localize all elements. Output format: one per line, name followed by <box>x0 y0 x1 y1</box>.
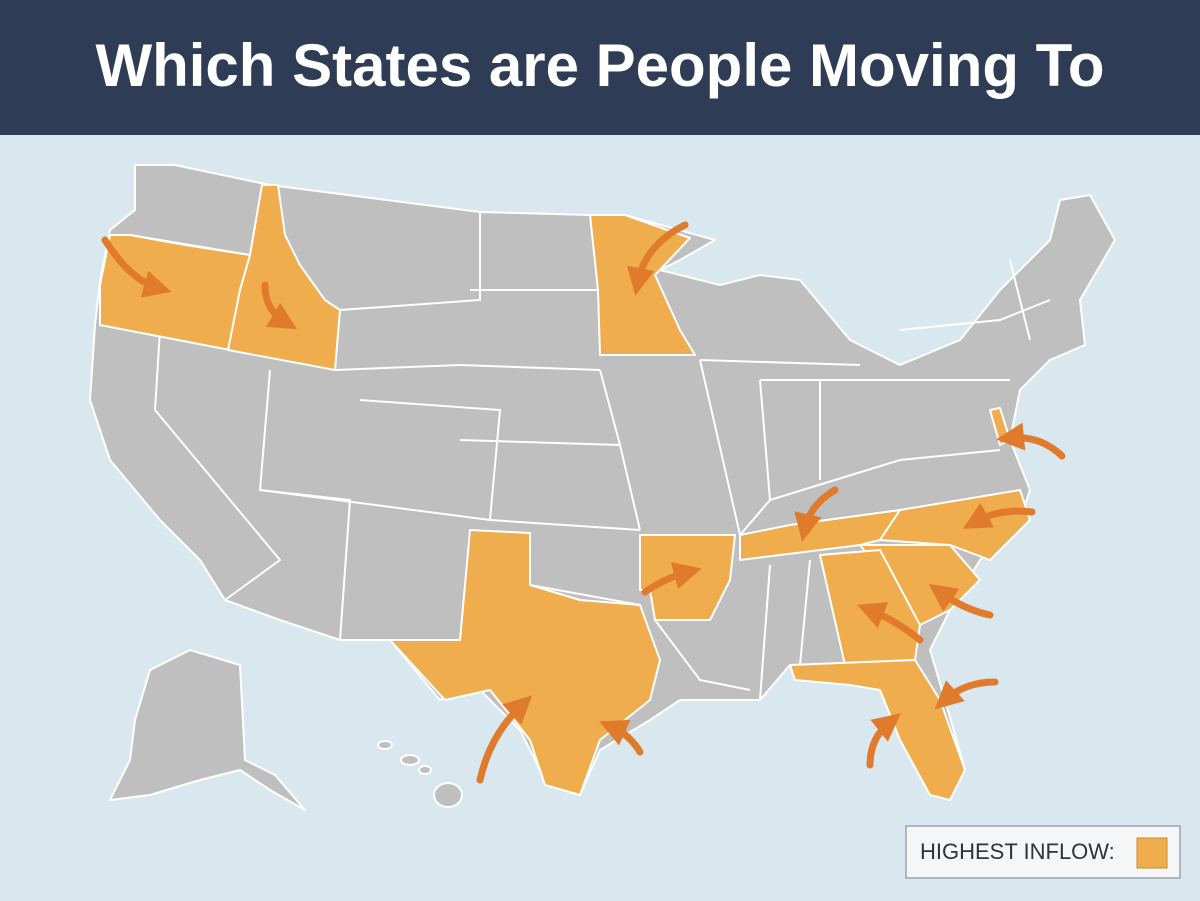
idaho <box>227 184 341 371</box>
florida <box>789 659 966 801</box>
header-bar <box>0 0 1200 135</box>
title: Which States are People Moving To <box>95 32 1104 99</box>
legend-swatch <box>1136 837 1168 869</box>
inflow-arrows <box>101 221 1066 784</box>
legend-box <box>905 825 1181 879</box>
legend: HIGHEST INFLOW: <box>905 825 1181 879</box>
legend-label: HIGHEST INFLOW: <box>920 839 1115 864</box>
hawaii <box>377 740 463 808</box>
alaska <box>109 649 306 811</box>
texas <box>389 529 661 796</box>
usa-map <box>89 164 1116 811</box>
